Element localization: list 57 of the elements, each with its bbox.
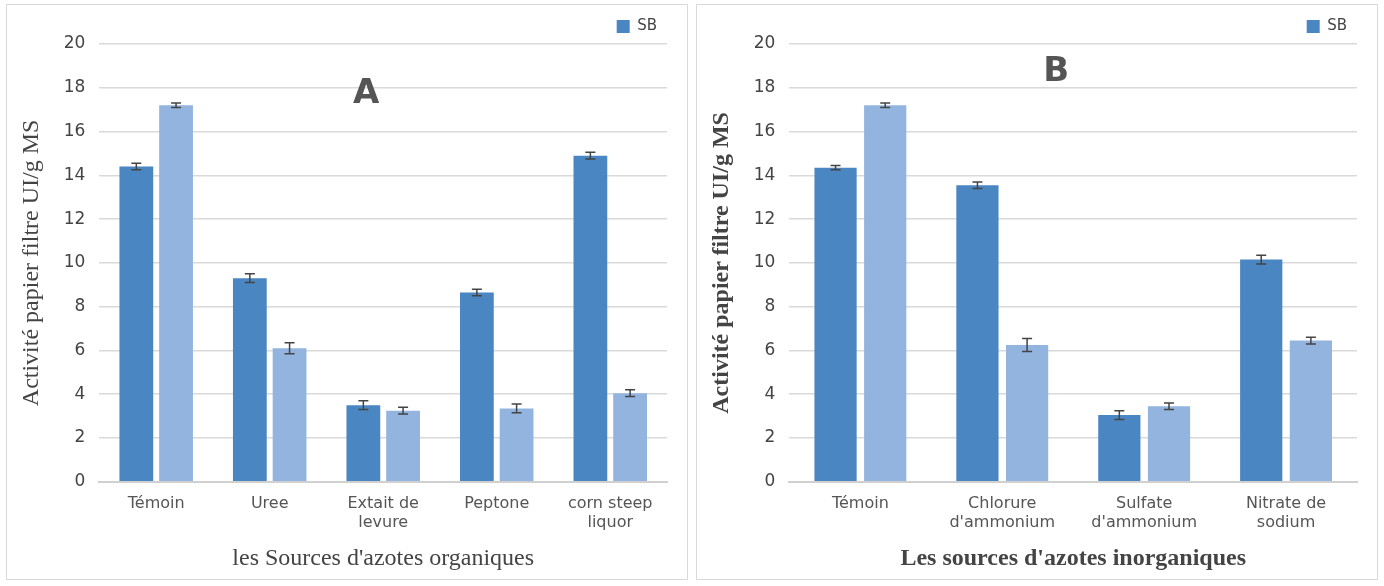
y-tick-label: 14 [63,163,86,184]
bar [613,393,647,482]
bar [232,278,267,482]
bar [459,292,494,482]
chart-title: B [1043,48,1070,89]
x-tick-label: Extait de levure [347,492,419,531]
legend-label: SB [637,16,657,35]
x-tick-label: Nitrate de sodium [1245,492,1327,531]
y-tick-label: 2 [764,426,776,447]
bar [1240,259,1283,482]
x-tick-label: Sulfate d'ammonium [1091,492,1197,531]
y-tick-label: 20 [63,32,86,53]
bar [1006,344,1049,482]
bar [272,348,307,482]
x-tick-label: Chlorure d'ammonium [949,492,1056,531]
y-tick-label: 2 [74,426,86,447]
bar [386,410,420,482]
y-tick-label: 18 [753,76,776,97]
y-tick-label: 16 [63,119,86,140]
y-tick-label: 16 [753,119,776,140]
y-tick-label: 20 [753,32,776,53]
bar [119,166,154,482]
y-axis-title: Activité papier filtre UI/g MS [16,119,43,407]
legend-label: SB [1327,16,1347,35]
bar [573,155,608,482]
bar [864,105,907,482]
x-axis-title: les Sources d'azotes organiques [232,543,535,570]
bar [499,408,534,482]
bar [956,185,999,482]
y-tick-label: 10 [63,251,86,272]
bar [1098,415,1141,482]
x-tick-label: Témoin [830,492,889,512]
y-tick-label: 12 [753,207,776,228]
y-tick-label: 6 [74,338,86,359]
bar [1289,340,1332,482]
bar [346,405,381,482]
y-tick-label: 8 [74,295,86,316]
y-tick-label: 12 [63,207,86,228]
y-tick-label: 10 [753,251,776,272]
bar [814,167,857,482]
y-tick-label: 14 [753,163,776,184]
x-tick-label: Uree [250,492,289,512]
x-axis-title: Les sources d'azotes inorganiques [900,543,1247,570]
bar [1147,406,1191,482]
x-tick-label: Peptone [464,492,530,512]
x-tick-label: Témoin [126,492,185,512]
bar [159,105,193,482]
y-tick-label: 4 [764,382,776,403]
y-tick-label: 18 [63,76,86,97]
y-tick-label: 8 [764,295,776,316]
y-tick-label: 4 [74,382,86,403]
text: A [353,70,381,111]
x-tick-label: corn steep liquor [567,492,653,531]
y-tick-label: 6 [764,338,776,359]
y-axis-title: Activité papier filtre UI/g MS [706,112,733,414]
y-tick-label: 0 [74,470,86,491]
y-tick-label: 0 [764,470,776,491]
